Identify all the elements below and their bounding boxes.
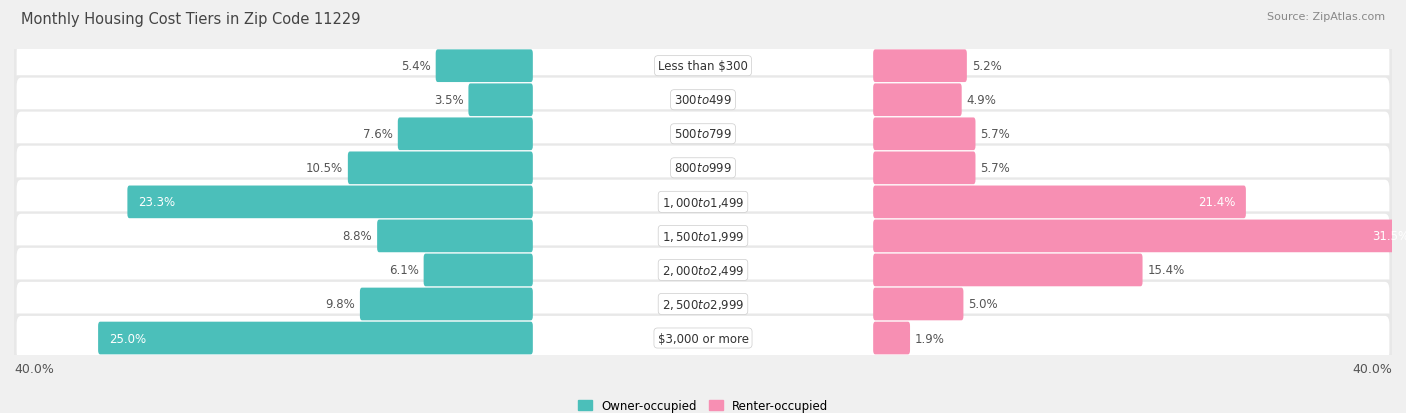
Text: 15.4%: 15.4% bbox=[1147, 264, 1185, 277]
Text: 23.3%: 23.3% bbox=[138, 196, 176, 209]
FancyBboxPatch shape bbox=[873, 322, 910, 354]
FancyBboxPatch shape bbox=[873, 254, 1143, 287]
Text: 5.7%: 5.7% bbox=[980, 128, 1010, 141]
Text: 31.5%: 31.5% bbox=[1372, 230, 1406, 243]
Text: Less than $300: Less than $300 bbox=[658, 60, 748, 73]
FancyBboxPatch shape bbox=[873, 50, 967, 83]
FancyBboxPatch shape bbox=[873, 152, 976, 185]
FancyBboxPatch shape bbox=[13, 314, 1393, 363]
FancyBboxPatch shape bbox=[98, 322, 533, 354]
FancyBboxPatch shape bbox=[468, 84, 533, 117]
FancyBboxPatch shape bbox=[128, 186, 533, 218]
FancyBboxPatch shape bbox=[873, 186, 1246, 218]
FancyBboxPatch shape bbox=[873, 220, 1406, 253]
Text: $3,000 or more: $3,000 or more bbox=[658, 332, 748, 345]
FancyBboxPatch shape bbox=[17, 282, 1389, 326]
Text: 10.5%: 10.5% bbox=[307, 162, 343, 175]
FancyBboxPatch shape bbox=[423, 254, 533, 287]
Text: $2,000 to $2,499: $2,000 to $2,499 bbox=[662, 263, 744, 277]
Text: 1.9%: 1.9% bbox=[915, 332, 945, 345]
Text: 6.1%: 6.1% bbox=[389, 264, 419, 277]
Text: 5.2%: 5.2% bbox=[972, 60, 1001, 73]
Text: 5.4%: 5.4% bbox=[401, 60, 430, 73]
Text: $300 to $499: $300 to $499 bbox=[673, 94, 733, 107]
Text: 25.0%: 25.0% bbox=[108, 332, 146, 345]
Text: $2,500 to $2,999: $2,500 to $2,999 bbox=[662, 297, 744, 311]
Text: 5.0%: 5.0% bbox=[969, 298, 998, 311]
FancyBboxPatch shape bbox=[17, 45, 1389, 89]
FancyBboxPatch shape bbox=[17, 214, 1389, 259]
Text: 4.9%: 4.9% bbox=[966, 94, 997, 107]
FancyBboxPatch shape bbox=[13, 280, 1393, 329]
Text: $800 to $999: $800 to $999 bbox=[673, 162, 733, 175]
FancyBboxPatch shape bbox=[17, 78, 1389, 123]
FancyBboxPatch shape bbox=[17, 146, 1389, 190]
FancyBboxPatch shape bbox=[873, 118, 976, 151]
FancyBboxPatch shape bbox=[13, 212, 1393, 261]
FancyBboxPatch shape bbox=[13, 76, 1393, 125]
Text: 3.5%: 3.5% bbox=[434, 94, 464, 107]
Text: 8.8%: 8.8% bbox=[343, 230, 373, 243]
Legend: Owner-occupied, Renter-occupied: Owner-occupied, Renter-occupied bbox=[572, 394, 834, 413]
Text: 40.0%: 40.0% bbox=[14, 362, 53, 375]
Text: 7.6%: 7.6% bbox=[363, 128, 392, 141]
Text: $500 to $799: $500 to $799 bbox=[673, 128, 733, 141]
FancyBboxPatch shape bbox=[436, 50, 533, 83]
FancyBboxPatch shape bbox=[17, 316, 1389, 360]
FancyBboxPatch shape bbox=[13, 246, 1393, 295]
FancyBboxPatch shape bbox=[13, 110, 1393, 159]
FancyBboxPatch shape bbox=[873, 84, 962, 117]
Text: Monthly Housing Cost Tiers in Zip Code 11229: Monthly Housing Cost Tiers in Zip Code 1… bbox=[21, 12, 360, 27]
FancyBboxPatch shape bbox=[17, 180, 1389, 224]
FancyBboxPatch shape bbox=[13, 144, 1393, 193]
Text: 9.8%: 9.8% bbox=[325, 298, 356, 311]
Text: 40.0%: 40.0% bbox=[1353, 362, 1392, 375]
FancyBboxPatch shape bbox=[17, 248, 1389, 292]
Text: 21.4%: 21.4% bbox=[1198, 196, 1236, 209]
Text: 5.7%: 5.7% bbox=[980, 162, 1010, 175]
FancyBboxPatch shape bbox=[377, 220, 533, 253]
FancyBboxPatch shape bbox=[17, 112, 1389, 157]
FancyBboxPatch shape bbox=[398, 118, 533, 151]
FancyBboxPatch shape bbox=[360, 288, 533, 320]
FancyBboxPatch shape bbox=[873, 288, 963, 320]
FancyBboxPatch shape bbox=[347, 152, 533, 185]
FancyBboxPatch shape bbox=[13, 178, 1393, 227]
FancyBboxPatch shape bbox=[13, 42, 1393, 91]
Text: $1,500 to $1,999: $1,500 to $1,999 bbox=[662, 229, 744, 243]
Text: $1,000 to $1,499: $1,000 to $1,499 bbox=[662, 195, 744, 209]
Text: Source: ZipAtlas.com: Source: ZipAtlas.com bbox=[1267, 12, 1385, 22]
